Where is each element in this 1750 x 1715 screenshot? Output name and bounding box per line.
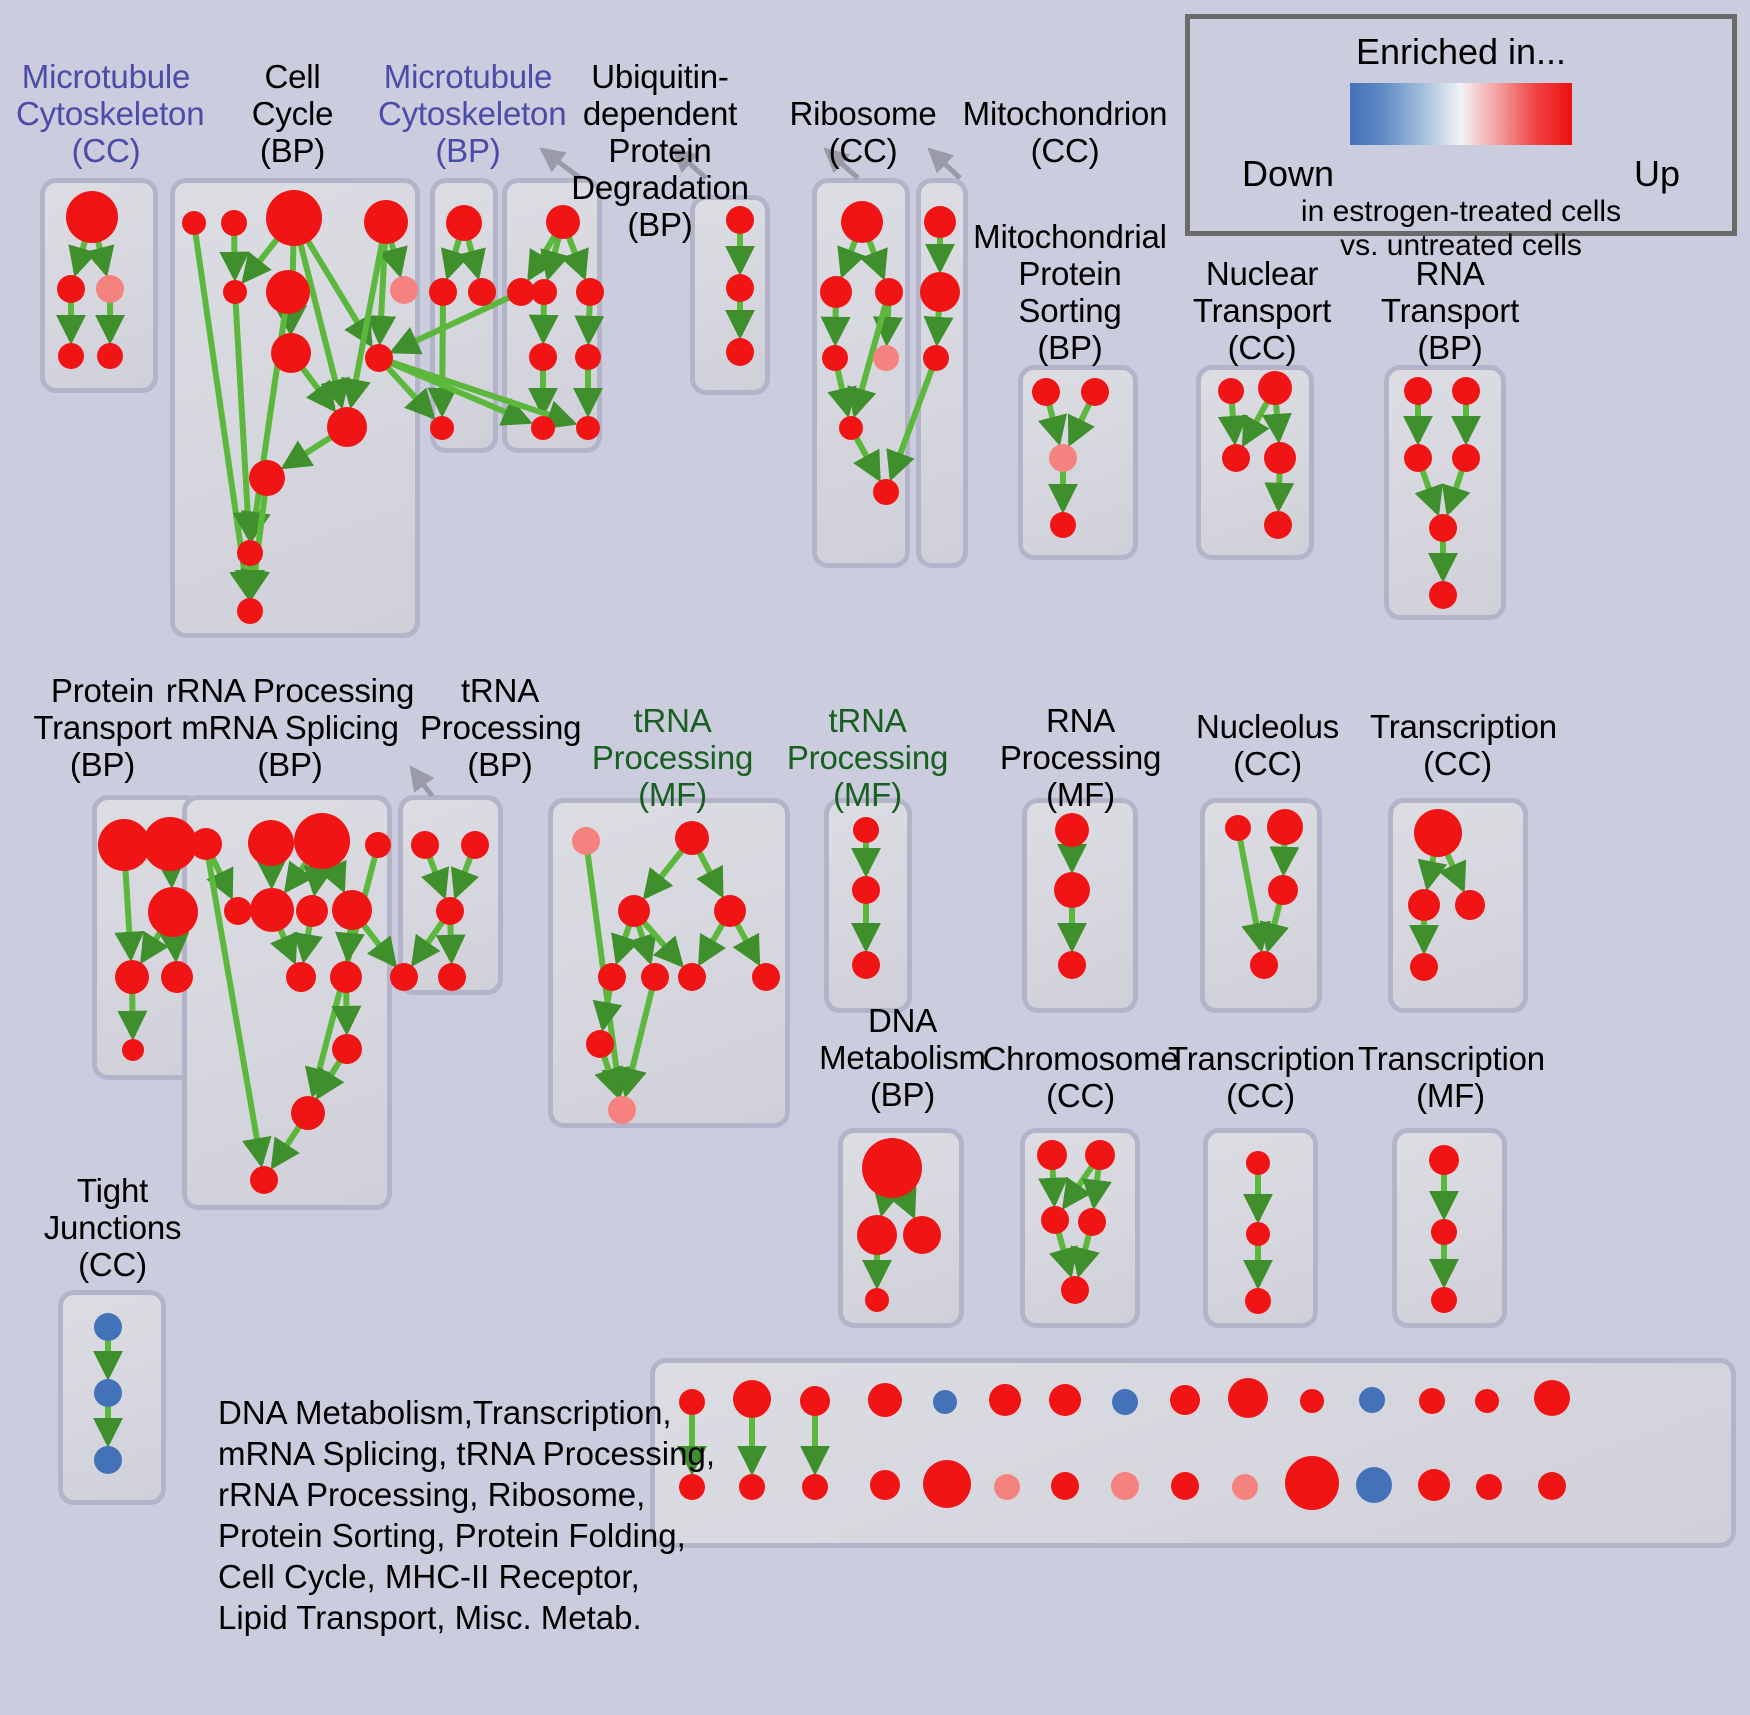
cluster-panel-mitochondrial-protein-sorting-bp	[1018, 365, 1138, 560]
cluster-label-rna-processing-mf: RNA Processing (MF)	[999, 702, 1162, 813]
cluster-label-protein-transport-bp: Protein Transport (BP)	[33, 672, 172, 783]
cluster-panel-microtubule-cytoskeleton-cc	[40, 178, 158, 393]
cluster-label-trna-processing-mf-2: tRNA Processing (MF)	[786, 702, 949, 813]
legend-high-label: Up	[1633, 153, 1680, 194]
cluster-label-transcription-cc-2: Transcription (CC)	[1168, 1040, 1355, 1114]
color-legend: Enriched in... Down Up in estrogen-treat…	[1185, 14, 1737, 262]
cluster-panel-trna-processing-mf-1	[548, 798, 790, 1128]
cluster-label-microtubule-cytoskeleton-cc: Microtubule Cytoskeleton (CC)	[16, 58, 205, 169]
legend-gradient-bar	[1350, 83, 1572, 145]
cluster-label-cell-cycle-bp: Cell Cycle (BP)	[251, 58, 334, 169]
unclustered-terms-annotation: DNA Metabolism,Transcription, mRNA Splic…	[218, 1394, 716, 1636]
cluster-label-nuclear-transport-cc: Nuclear Transport (CC)	[1192, 255, 1332, 366]
cluster-panel-transcription-cc-1	[1388, 798, 1528, 1013]
cluster-label-tight-junctions-cc: Tight Junctions (CC)	[43, 1172, 182, 1283]
cluster-panel-cell-cycle-bp	[170, 178, 420, 638]
cluster-label-mitochondrial-protein-sorting-bp: Mitochondrial Protein Sorting (BP)	[973, 218, 1167, 366]
cluster-label-ribosome-cc: Ribosome (CC)	[789, 95, 937, 169]
cluster-panel-mitochondrion-cc	[916, 178, 968, 568]
cluster-panel-microtubule-cytoskeleton-bp	[430, 178, 498, 453]
cluster-panel-rna-processing-mf	[1022, 798, 1138, 1013]
cluster-panel-nucleolus-cc	[1200, 798, 1322, 1013]
cluster-panel-dna-metabolism-bp	[838, 1128, 964, 1328]
cluster-label-trna-processing-mf-1: tRNA Processing (MF)	[591, 702, 754, 813]
cluster-label-transcription-cc-1: Transcription (CC)	[1370, 708, 1557, 782]
cluster-panel-tight-junctions-cc	[58, 1290, 166, 1505]
cluster-label-trna-processing-bp: tRNA Processing (BP)	[420, 672, 582, 783]
cluster-panel-trna-processing-bp	[398, 795, 503, 995]
cluster-panel-rrna-processing-mrna-splicing-bp	[182, 795, 392, 1210]
cluster-label-transcription-mf: Transcription (MF)	[1358, 1040, 1545, 1114]
cluster-panel-chromosome-cc	[1020, 1128, 1140, 1328]
cluster-label-nucleolus-cc: Nucleolus (CC)	[1195, 708, 1340, 782]
cluster-panel-rna-transport-bp	[1384, 365, 1506, 620]
cluster-label-rna-transport-bp: RNA Transport (BP)	[1380, 255, 1520, 366]
cluster-label-ubiquitin-dependent-protein-degradation-bp: Ubiquitin- dependent Protein Degradation…	[571, 58, 749, 243]
cluster-panel-trna-processing-mf-2	[824, 798, 912, 1013]
cluster-panel-transcription-cc-2	[1203, 1128, 1318, 1328]
cluster-label-mitochondrion-cc: Mitochondrion (CC)	[962, 95, 1168, 169]
cluster-panel-ribosome-cc	[812, 178, 910, 568]
legend-low-label: Down	[1242, 153, 1335, 194]
cluster-label-chromosome-cc: Chromosome (CC)	[982, 1040, 1179, 1114]
cluster-label-rrna-processing-mrna-splicing-bp: rRNA Processing mRNA Splicing (BP)	[165, 672, 415, 783]
cluster-panel-nuclear-transport-cc	[1196, 365, 1314, 560]
cluster-panel-misc-unclustered	[650, 1358, 1736, 1548]
cluster-label-microtubule-cytoskeleton-bp: Microtubule Cytoskeleton (BP)	[378, 58, 567, 169]
cluster-panel-transcription-mf	[1392, 1128, 1507, 1328]
cluster-label-dna-metabolism-bp: DNA Metabolism (BP)	[819, 1002, 986, 1113]
legend-title: Enriched in...	[1355, 31, 1567, 72]
legend-sublabel: in estrogen-treated cells vs. untreated …	[1300, 195, 1622, 262]
